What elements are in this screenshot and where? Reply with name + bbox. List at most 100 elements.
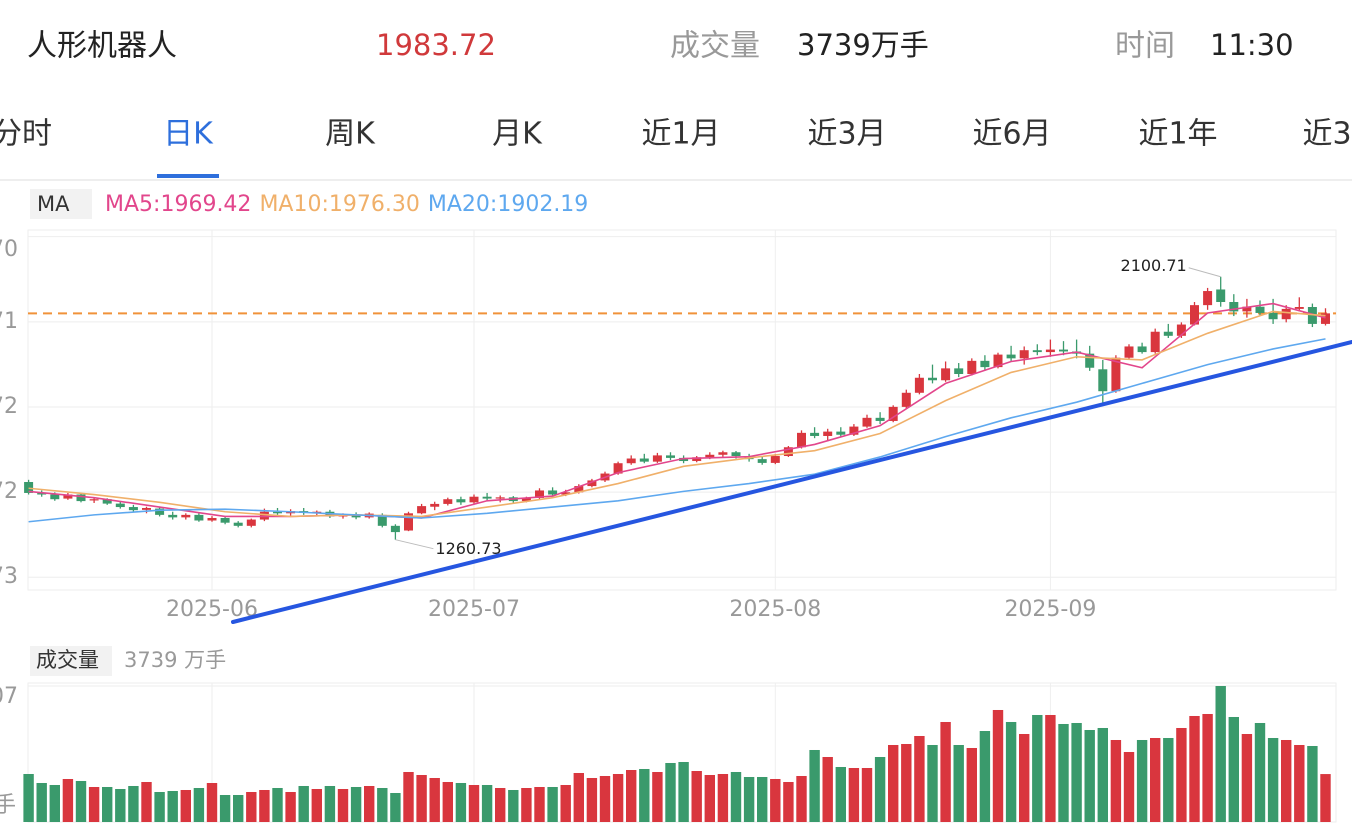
- volume-bar: [1281, 739, 1292, 822]
- volume-legend-box: [30, 646, 112, 676]
- ma-legend-separator: :: [490, 192, 497, 217]
- tab[interactable]: 日K: [163, 117, 214, 152]
- ma-line: [28, 310, 1326, 518]
- candle-body: [875, 417, 885, 421]
- volume-bar: [940, 721, 951, 822]
- y-tick-label: 2228.70: [0, 237, 18, 262]
- candle-body: [351, 514, 361, 518]
- volume-bar: [193, 787, 205, 822]
- candle-body: [810, 432, 820, 436]
- low-leader: [395, 539, 434, 550]
- volume-bar: [1320, 774, 1331, 822]
- candle-body: [1268, 312, 1278, 320]
- volume-bar: [62, 778, 74, 822]
- volume-bar: [743, 776, 755, 822]
- candle-body: [246, 519, 256, 526]
- ma-legend-value: 1969.42: [160, 192, 251, 217]
- candle-body: [836, 431, 846, 435]
- volume-bar: [49, 784, 60, 822]
- volume-bar: [364, 785, 375, 822]
- candle-body: [928, 377, 937, 381]
- volume-bar: [324, 785, 336, 822]
- tab[interactable]: 周K: [325, 117, 376, 152]
- volume-bar: [1241, 733, 1253, 822]
- volume-bar: [233, 794, 244, 822]
- candle-body: [469, 496, 479, 503]
- volume-bar: [953, 744, 964, 822]
- ma-line: [28, 302, 1326, 519]
- y-tick-label: 10607: [0, 684, 18, 709]
- tab[interactable]: 近6月: [972, 117, 1051, 152]
- volume-bar: [757, 776, 768, 822]
- candle-body: [1294, 307, 1304, 309]
- candle-body: [587, 480, 597, 487]
- candle-body: [456, 499, 466, 503]
- y-tick-label: 1956.71: [0, 309, 18, 334]
- volume-bar: [311, 788, 322, 822]
- candle-body: [430, 503, 440, 507]
- volume-bar: [652, 771, 663, 822]
- candle-body: [50, 494, 60, 500]
- candle-body: [1006, 354, 1016, 359]
- high-label: 2100.71: [1121, 256, 1187, 275]
- volume-bar: [626, 769, 637, 822]
- candle-body: [1059, 349, 1068, 352]
- candle-body: [89, 499, 99, 501]
- volume-bar: [180, 789, 191, 822]
- volume-value: 3739万手: [797, 28, 929, 62]
- tab[interactable]: 近1月: [641, 117, 720, 152]
- volume-bar: [1058, 723, 1069, 822]
- volume-bar: [390, 792, 401, 822]
- volume-bar: [901, 743, 912, 822]
- volume-bar: [1307, 745, 1318, 822]
- candle-body: [731, 452, 741, 457]
- candle-body: [901, 392, 911, 407]
- candle-body: [417, 506, 427, 514]
- candle-body: [1124, 346, 1134, 358]
- candle-body: [1111, 357, 1121, 392]
- volume-bar: [1045, 714, 1056, 822]
- candle-body: [1163, 331, 1173, 336]
- candle-body: [273, 511, 282, 514]
- candle-body: [679, 457, 689, 462]
- candle-body: [220, 518, 230, 523]
- volume-bar: [75, 780, 87, 822]
- candle-body: [37, 492, 47, 495]
- volume-bar: [1084, 729, 1095, 822]
- candle-body: [1137, 346, 1147, 353]
- volume-bar: [337, 788, 349, 822]
- volume-bar: [1005, 721, 1017, 822]
- candle-body: [1019, 350, 1029, 359]
- volume-bar: [36, 782, 47, 822]
- volume-bar: [246, 791, 257, 822]
- tab[interactable]: 分时: [0, 117, 52, 152]
- volume-bar: [350, 786, 362, 822]
- tab[interactable]: 近3月: [807, 117, 886, 152]
- tab[interactable]: 月K: [492, 117, 543, 152]
- volume-unit: 万手: [0, 793, 16, 818]
- candle-body: [142, 507, 151, 510]
- candle-body: [1045, 349, 1055, 353]
- volume-bar: [979, 730, 991, 822]
- volume-bar: [128, 785, 139, 822]
- candle-body: [823, 431, 833, 436]
- x-tick-label: 2025-08: [729, 597, 821, 622]
- candle-body: [1229, 302, 1239, 312]
- volume-bar: [612, 773, 624, 822]
- tab[interactable]: 近1年: [1138, 117, 1217, 152]
- volume-bar: [586, 777, 598, 822]
- candle-body: [561, 492, 571, 495]
- tab[interactable]: 近3年: [1302, 117, 1352, 152]
- candle-body: [770, 456, 780, 463]
- candle-body: [1098, 369, 1108, 392]
- ma-legend-value: 1976.30: [329, 192, 420, 217]
- candle-body: [24, 482, 34, 493]
- volume-bar: [206, 782, 218, 822]
- volume-label: 成交量: [670, 29, 760, 64]
- stock-name: 人形机器人: [27, 29, 177, 64]
- candle-body: [1281, 308, 1291, 320]
- volume-legend-title: 成交量: [36, 648, 99, 672]
- candle-body: [155, 508, 165, 515]
- candle-body: [783, 447, 793, 457]
- candle-body: [390, 525, 400, 533]
